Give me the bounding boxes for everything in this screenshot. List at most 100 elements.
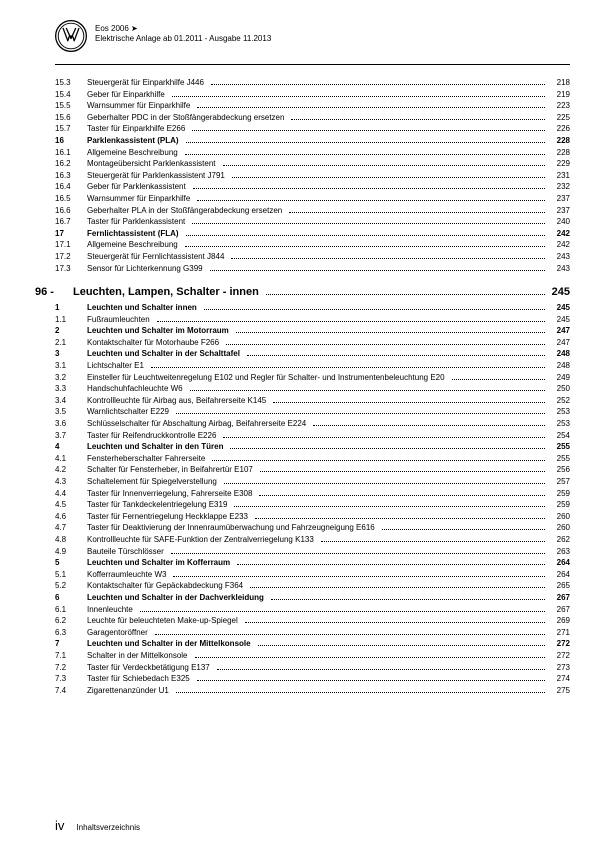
toc-title: Kontrollleuchte für Airbag aus, Beifahre… (87, 395, 270, 407)
leader-dots (247, 351, 545, 357)
leader-dots (271, 594, 545, 600)
toc-num: 6.3 (55, 627, 87, 639)
toc-title: Leuchten und Schalter im Kofferraum (87, 557, 234, 569)
toc-line: 16.7Taster für Parklenkassistent240 (55, 216, 570, 228)
leader-dots (190, 385, 545, 391)
toc-line: 16.3Steuergerät für Parklenkassistent J7… (55, 170, 570, 182)
toc-title: Bauteile Türschlösser (87, 546, 168, 558)
toc-page: 223 (548, 100, 570, 112)
leader-dots (232, 172, 545, 178)
toc-title: Taster für Fernentriegelung Heckklappe E… (87, 511, 252, 523)
toc-title: Steuergerät für Einparkhilfe J446 (87, 77, 208, 89)
toc-title: Warnsummer für Einparkhilfe (87, 193, 194, 205)
toc-num: 17.3 (55, 263, 87, 275)
leader-dots (234, 501, 545, 507)
toc-num: 4.9 (55, 546, 87, 558)
toc-title: Leuchten und Schalter in der Dachverklei… (87, 592, 268, 604)
toc-page: 228 (548, 135, 570, 147)
toc-title: Taster für Schiebedach E325 (87, 673, 194, 685)
toc-line: 16.6Geberhalter PLA in der Stoßfängerabd… (55, 205, 570, 217)
toc-num: 3.2 (55, 372, 87, 384)
leader-dots (176, 409, 545, 415)
leader-dots (197, 675, 545, 681)
toc-num: 15.7 (55, 123, 87, 135)
toc-title: Geberhalter PLA in der Stoßfängerabdecku… (87, 205, 286, 217)
toc-title: Leuchten und Schalter in der Schalttafel (87, 348, 244, 360)
toc-title: Geber für Parklenkassistent (87, 181, 190, 193)
toc-line: 17.3Sensor für Lichterkennung G399243 (55, 263, 570, 275)
toc-title: Warnsummer für Einparkhilfe (87, 100, 194, 112)
toc-line: 5Leuchten und Schalter im Kofferraum264 (55, 557, 570, 569)
leader-dots (211, 79, 545, 85)
toc-title: Taster für Parklenkassistent (87, 216, 189, 228)
toc-line: 4.4Taster für Innenverriegelung, Fahrers… (55, 488, 570, 500)
toc-line: 5.2Kontaktschalter für Gepäckabdeckung F… (55, 580, 570, 592)
leader-dots (230, 443, 545, 449)
toc-line: 17Fernlichtassistent (FLA)242 (55, 228, 570, 240)
toc-line: 4.6Taster für Fernentriegelung Heckklapp… (55, 511, 570, 523)
toc-page: 267 (548, 592, 570, 604)
leader-dots (291, 114, 545, 120)
toc-title: Taster für Verdeckbetätigung E137 (87, 662, 214, 674)
toc-title: Innenleuchte (87, 604, 137, 616)
toc-title: Fußraumleuchten (87, 314, 154, 326)
toc-title: Taster für Reifendruckkontrolle E226 (87, 430, 220, 442)
toc-line: 4.8Kontrollleuchte für SAFE-Funktion der… (55, 534, 570, 546)
toc-page: 260 (548, 511, 570, 523)
header-subtitle: Elektrische Anlage ab 01.2011 - Ausgabe … (95, 34, 271, 44)
toc-title: Kontaktschalter für Motorhaube F266 (87, 337, 223, 349)
toc-title: Schaltelement für Spiegelverstellung (87, 476, 221, 488)
toc-num: 3.5 (55, 406, 87, 418)
leader-dots (212, 455, 545, 461)
toc-num: 16.2 (55, 158, 87, 170)
leader-dots (197, 195, 545, 201)
toc-num: 5.1 (55, 569, 87, 581)
toc-line: 2Leuchten und Schalter im Motorraum247 (55, 325, 570, 337)
toc-title: Taster für Deaktivierung der Innenraumüb… (87, 522, 379, 534)
toc-num: 4.3 (55, 476, 87, 488)
toc-num: 16.6 (55, 205, 87, 217)
leader-dots (236, 327, 545, 333)
toc-page: 256 (548, 464, 570, 476)
toc-page: 273 (548, 662, 570, 674)
leader-dots (245, 617, 545, 623)
toc-num: 3 (55, 348, 87, 360)
leader-dots (192, 218, 545, 224)
toc-page: 229 (548, 158, 570, 170)
leader-dots (259, 490, 545, 496)
toc-title: Montageübersicht Parklenkassistent (87, 158, 220, 170)
toc-num: 4.2 (55, 464, 87, 476)
toc-title: Fensterheberschalter Fahrerseite (87, 453, 209, 465)
toc-page: 259 (548, 499, 570, 511)
leader-dots (224, 478, 545, 484)
toc-num: 16.7 (55, 216, 87, 228)
toc-num: 16.3 (55, 170, 87, 182)
toc-title: Geber für Einparkhilfe (87, 89, 169, 101)
toc-line: 2.1Kontaktschalter für Motorhaube F26624… (55, 337, 570, 349)
toc-page: 253 (548, 418, 570, 430)
toc-title: Geberhalter PDC in der Stoßfängerabdecku… (87, 112, 288, 124)
toc-line: 4.1Fensterheberschalter Fahrerseite255 (55, 453, 570, 465)
leader-dots (223, 432, 545, 438)
leader-dots (237, 559, 545, 565)
leader-dots (155, 629, 545, 635)
toc-page: 272 (548, 650, 570, 662)
toc-title: Taster für Tankdeckelentriegelung E319 (87, 499, 231, 511)
leader-dots (210, 265, 545, 271)
leader-dots (273, 397, 545, 403)
toc-num: 7.2 (55, 662, 87, 674)
toc-title: Schlüsselschalter für Abschaltung Airbag… (87, 418, 310, 430)
toc-line: 4.7Taster für Deaktivierung der Innenrau… (55, 522, 570, 534)
toc-num: 2 (55, 325, 87, 337)
toc-line: 4.3Schaltelement für Spiegelverstellung2… (55, 476, 570, 488)
toc-line: 15.4Geber für Einparkhilfe219 (55, 89, 570, 101)
page-footer: iv Inhaltsverzeichnis (55, 818, 140, 833)
toc-line: 7Leuchten und Schalter in der Mittelkons… (55, 638, 570, 650)
leader-dots (266, 288, 545, 296)
toc-page: 255 (548, 441, 570, 453)
toc-line: 3.6Schlüsselschalter für Abschaltung Air… (55, 418, 570, 430)
toc-line: 6.3Garagentoröffner271 (55, 627, 570, 639)
leader-dots (313, 420, 545, 426)
toc-line: 7.2Taster für Verdeckbetätigung E137 273 (55, 662, 570, 674)
leader-dots (226, 339, 545, 345)
